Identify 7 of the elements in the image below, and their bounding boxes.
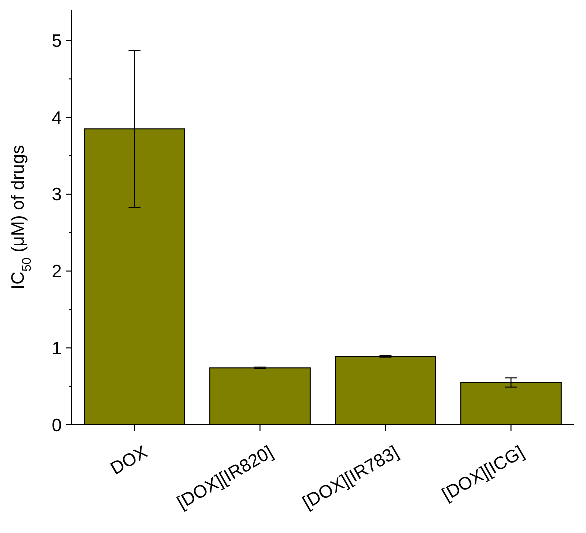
y-tick-label: 4 [52,108,62,128]
y-tick-label: 0 [52,415,62,436]
x-tick-label: DOX [107,442,152,479]
y-tick-label: 5 [52,31,62,52]
y-tick-label: 2 [52,262,62,282]
y-tick-label: 1 [52,338,62,358]
y-tick-label: 3 [52,184,62,205]
